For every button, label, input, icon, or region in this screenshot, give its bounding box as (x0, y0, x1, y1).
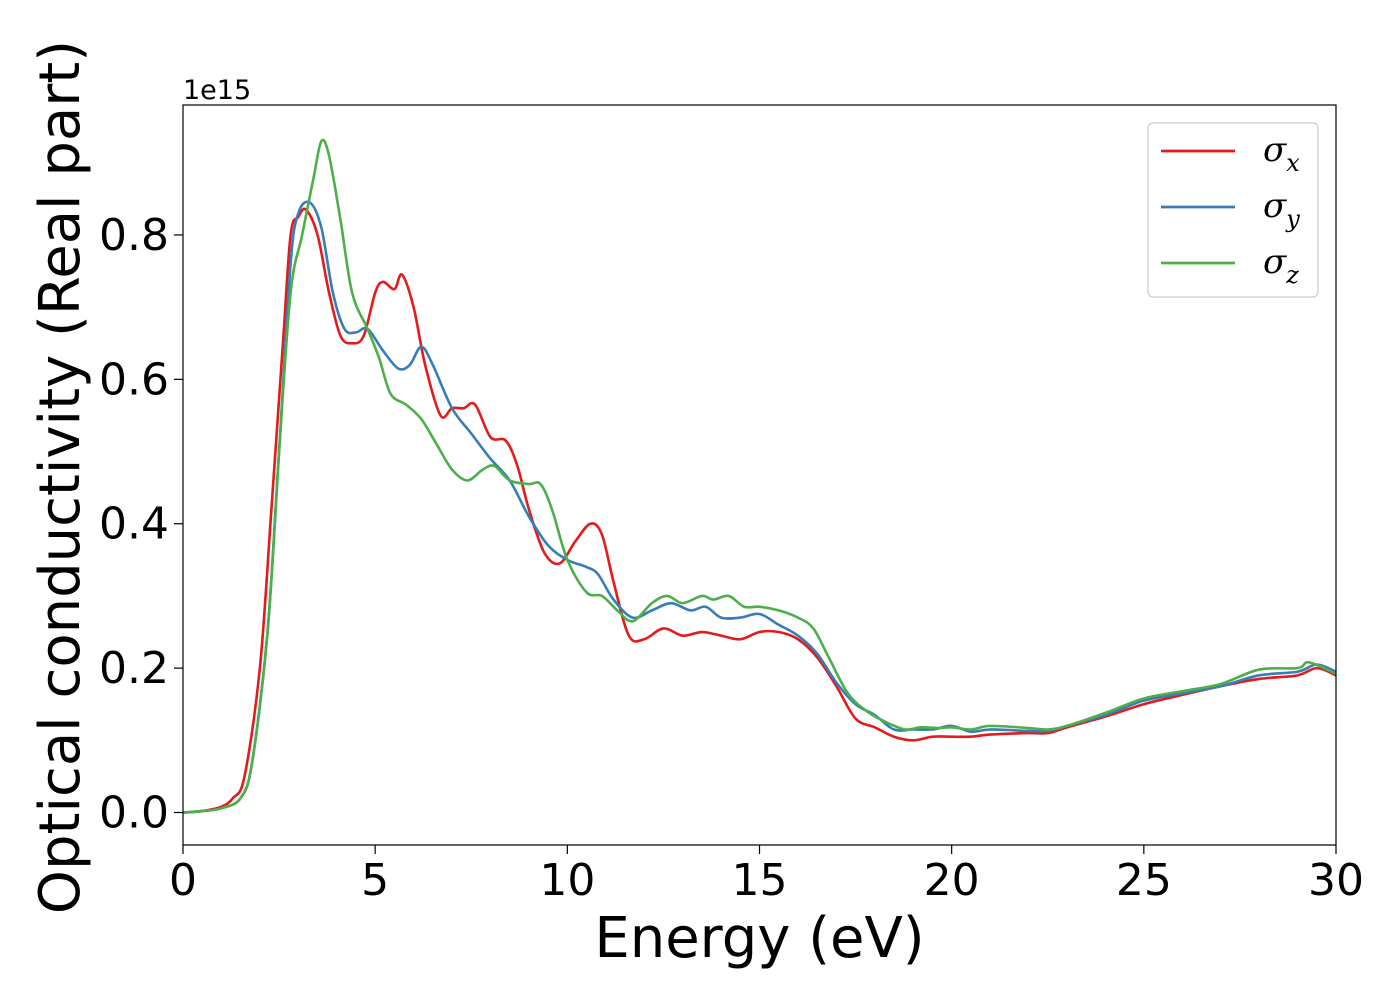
x-tick-label: 0 (169, 855, 197, 906)
series-line-x (183, 207, 1336, 814)
legend-label: σy (1263, 186, 1300, 233)
y-tick-label: 0.0 (99, 788, 169, 839)
legend-item-x: σx (1161, 130, 1300, 177)
y-tick-label: 0.4 (99, 499, 169, 550)
x-tick-label: 20 (924, 855, 980, 906)
legend-label: σx (1263, 130, 1300, 177)
x-tick-label: 30 (1308, 855, 1364, 906)
y-tick-label: 0.8 (99, 210, 169, 261)
x-tick-label: 25 (1116, 855, 1172, 906)
x-tick-label: 10 (539, 855, 595, 906)
legend-label-symbol: σ (1263, 242, 1287, 282)
y-tick-label: 0.2 (99, 643, 169, 694)
y-axis-title: Optical conductivity (Real part) (28, 40, 93, 914)
legend-label-subscript: z (1285, 261, 1299, 289)
legend-item-y: σy (1161, 186, 1300, 233)
legend-label-subscript: x (1286, 149, 1300, 177)
x-tick-label: 15 (732, 855, 788, 906)
series-line-z (183, 138, 1336, 814)
legend-label: σz (1263, 242, 1299, 289)
series-layer (183, 138, 1336, 814)
x-axis-title: Energy (eV) (594, 906, 924, 971)
legend-label-symbol: σ (1263, 130, 1287, 170)
series-line-y (183, 200, 1336, 814)
x-tick-label: 5 (361, 855, 389, 906)
y-axis: 0.0 0.2 0.4 0.6 0.8 (99, 210, 183, 839)
y-tick-label: 0.6 (99, 354, 169, 405)
legend-frame (1147, 122, 1319, 298)
x-axis: 0 5 10 15 20 25 30 (169, 845, 1364, 906)
y-axis-offset-label: 1e15 (183, 75, 251, 106)
legend-item-z: σz (1161, 242, 1299, 289)
legend-label-symbol: σ (1263, 186, 1287, 226)
legend-label-subscript: y (1285, 205, 1300, 233)
